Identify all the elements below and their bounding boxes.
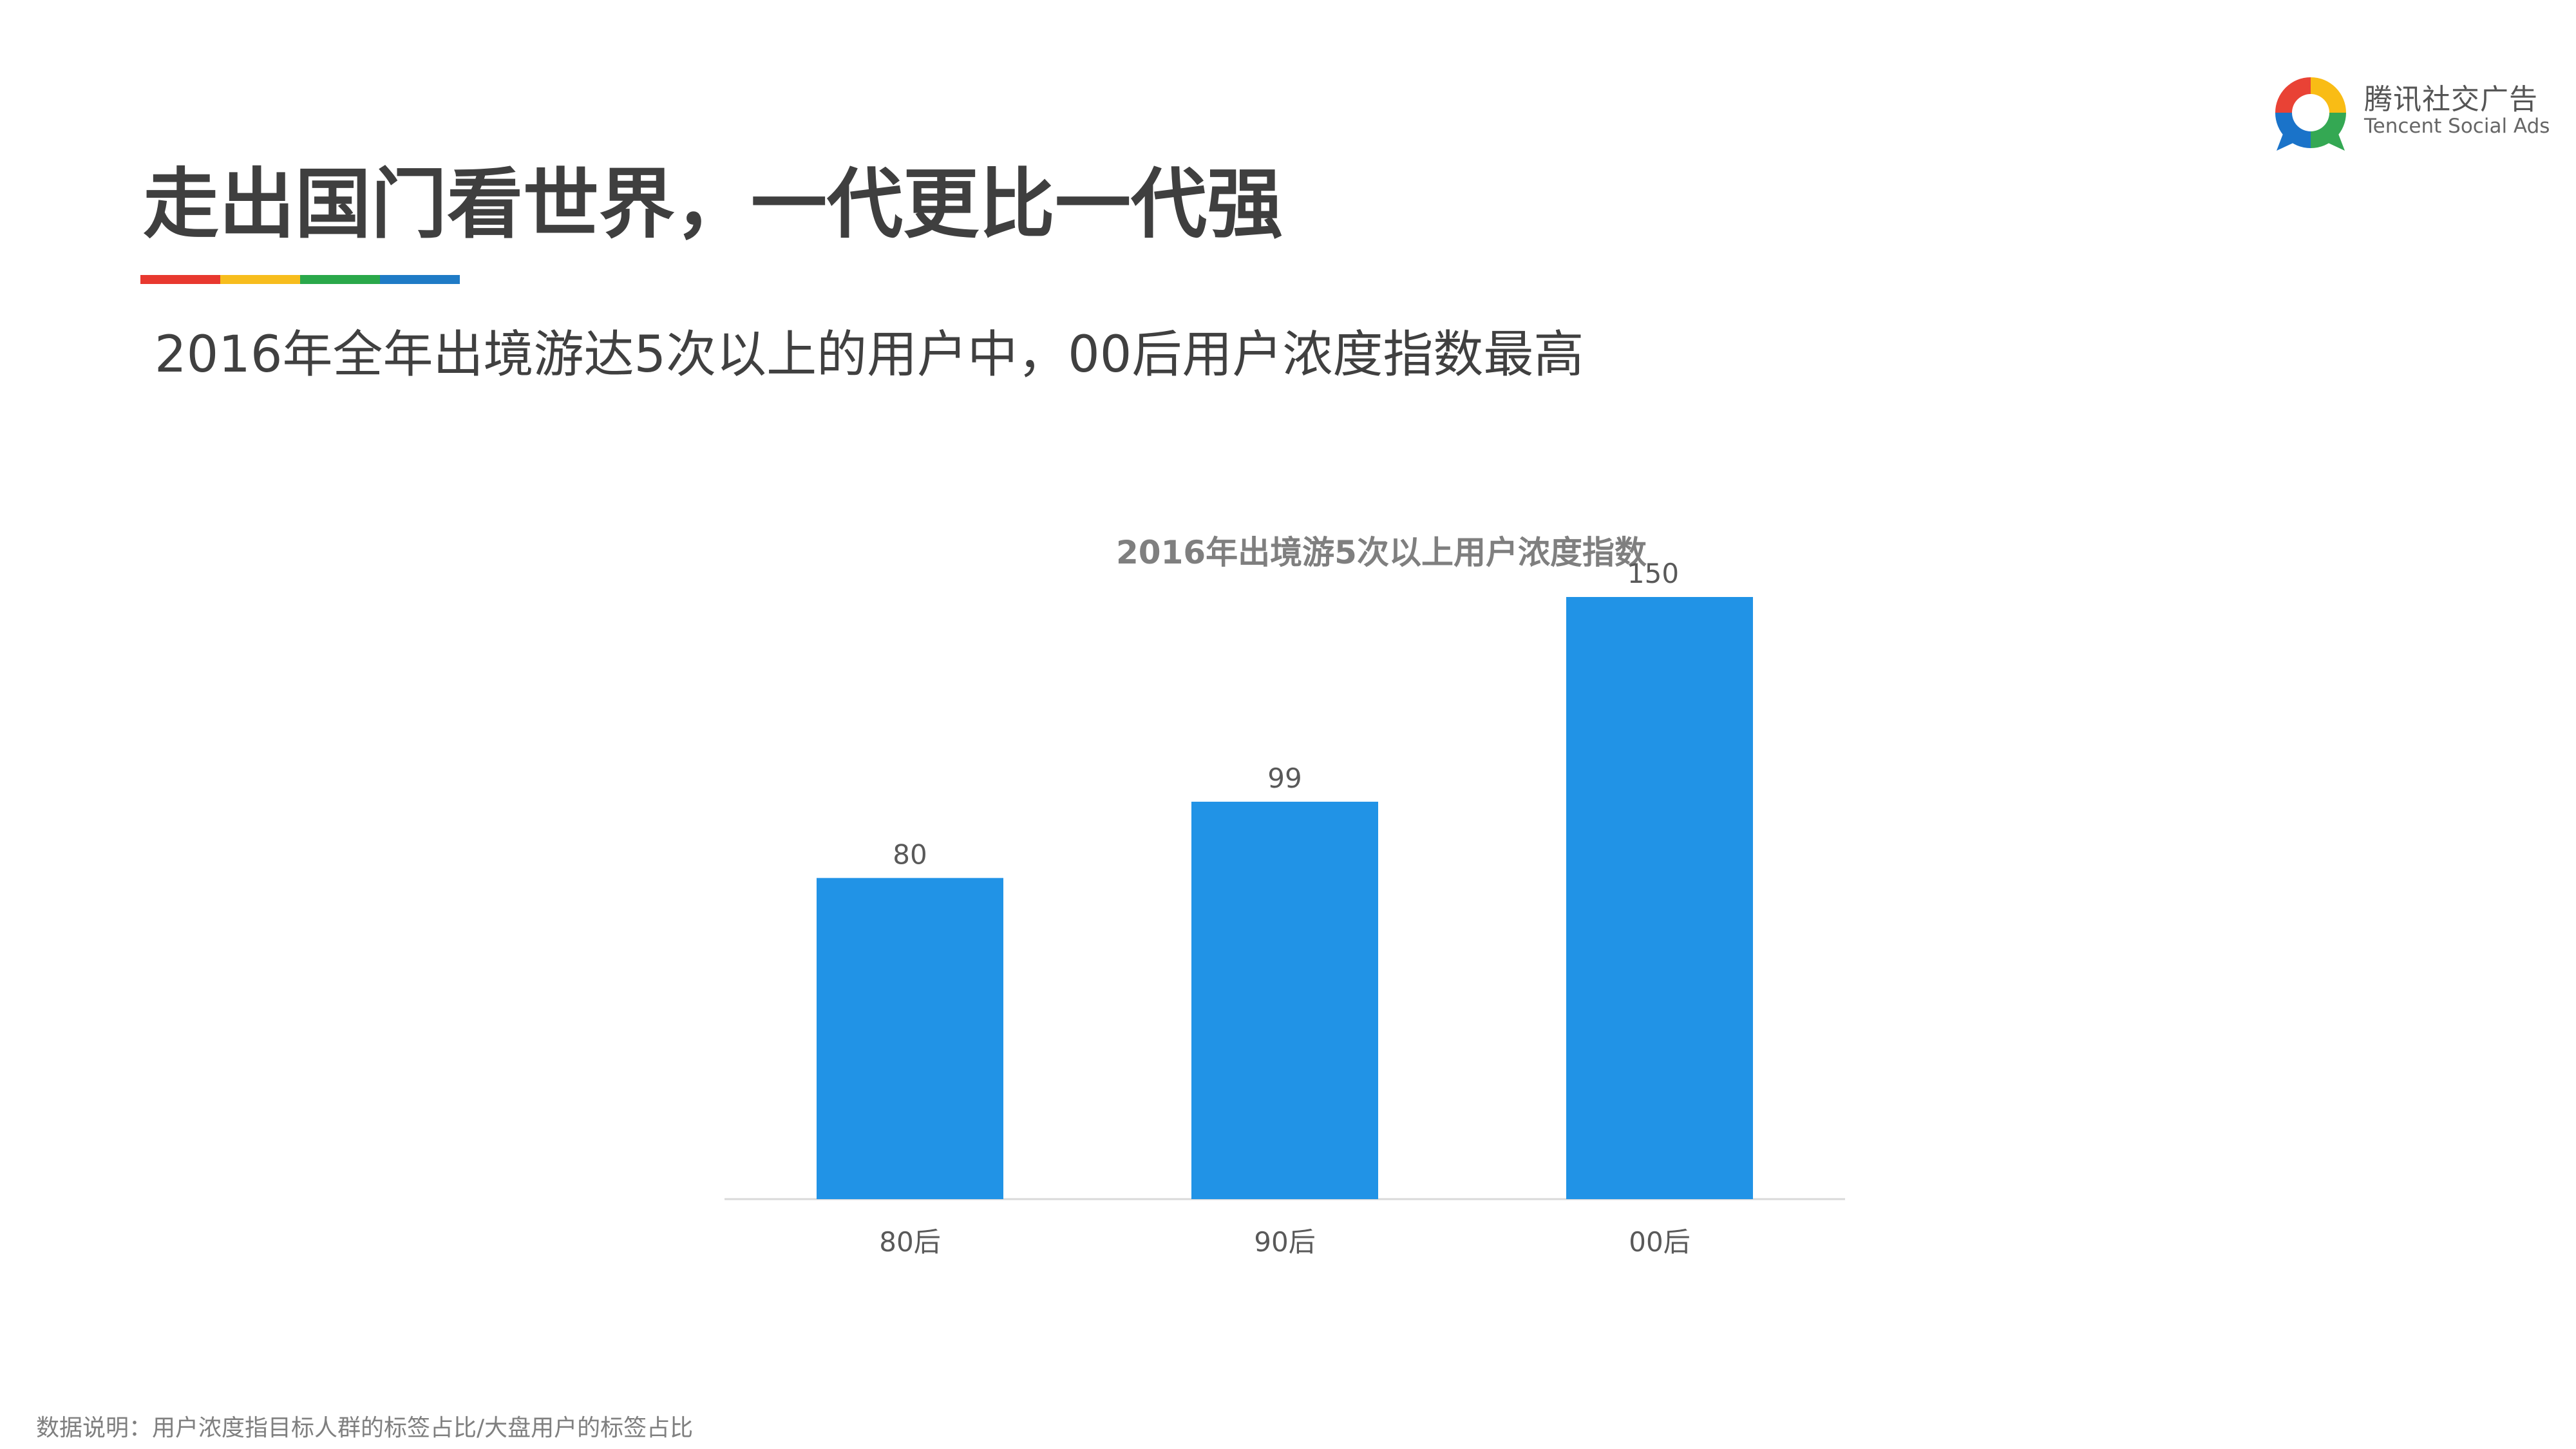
brand-name-cn: 腾讯社交广告	[2364, 83, 2538, 116]
x-tick-label-00后: 00后	[1629, 1226, 1690, 1258]
bar-00后	[1566, 597, 1753, 1199]
title-rule-segment-red	[140, 275, 220, 284]
title-color-rule	[140, 275, 460, 284]
footnote: 数据说明：用户浓度指目标人群的标签占比/大盘用户的标签占比	[36, 1415, 694, 1441]
page-title: 走出国门看世界，一代更比一代强	[143, 160, 1283, 249]
data-label-80后: 80	[893, 838, 927, 870]
x-tick-label-90后: 90后	[1254, 1226, 1315, 1258]
data-label-00后: 150	[1627, 558, 1679, 589]
title-rule-segment-blue	[380, 275, 460, 284]
data-label-90后: 99	[1267, 762, 1302, 794]
page-subtitle: 2016年全年出境游达5次以上的用户中，00后用户浓度指数最高	[155, 326, 1584, 384]
chart-title: 2016年出境游5次以上用户浓度指数	[1116, 534, 1647, 571]
title-rule-segment-yellow	[220, 275, 300, 284]
x-tick-label-80后: 80后	[879, 1226, 940, 1258]
brand-logo: 腾讯社交广告 Tencent Social Ads	[2270, 72, 2550, 156]
bar-90后	[1191, 801, 1378, 1199]
title-rule-segment-green	[300, 275, 380, 284]
bar-80后	[817, 878, 1003, 1199]
tencent-social-ads-logo-icon	[2275, 77, 2346, 151]
brand-name-en: Tencent Social Ads	[2364, 115, 2550, 138]
bars-layer: 80 80后 99 90后 150 00后	[817, 558, 1753, 1258]
